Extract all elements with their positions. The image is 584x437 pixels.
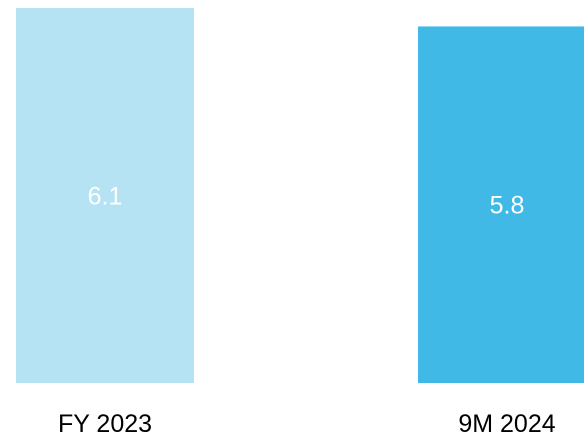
bar-2 (418, 26, 584, 383)
value-labels-group: 6.1 5.8 (88, 183, 525, 220)
category-label-2: 9M 2024 (458, 410, 555, 437)
bar-1 (16, 8, 194, 383)
category-label-1: FY 2023 (58, 410, 152, 437)
bar-value-label-2: 5.8 (490, 192, 525, 220)
bar-value-label-1: 6.1 (88, 183, 123, 211)
bars-group (16, 8, 584, 383)
category-labels-group: FY 2023 9M 2024 (58, 410, 556, 437)
